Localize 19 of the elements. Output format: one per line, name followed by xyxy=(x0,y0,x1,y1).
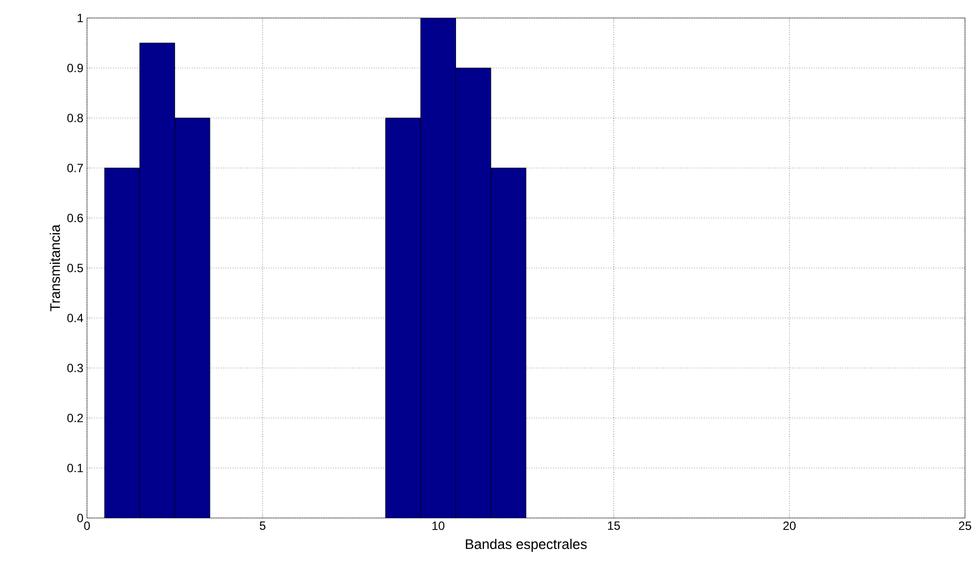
x-tick-label: 15 xyxy=(608,522,620,530)
y-tick-label: 0.4 xyxy=(67,314,84,322)
y-tick-label: 1 xyxy=(78,14,83,22)
y-tick-label: 0 xyxy=(77,514,84,522)
y-tick-label: 0.7 xyxy=(67,164,83,172)
x-tick-label: 10 xyxy=(432,522,444,530)
x-tick-label: 0 xyxy=(84,522,90,530)
x-tick-label: 25 xyxy=(958,522,972,530)
y-tick-label: 0.8 xyxy=(67,114,83,122)
y-tick-label: 0.2 xyxy=(67,414,83,422)
y-axis-title: Transmitancia xyxy=(50,224,60,312)
y-tick-label: 0.1 xyxy=(67,464,83,472)
y-tick-label: 0.3 xyxy=(67,364,83,372)
y-tick-label: 0.6 xyxy=(67,214,83,222)
x-axis-title: Bandas espectrales xyxy=(466,538,587,552)
x-tick-label: 20 xyxy=(783,522,796,530)
x-tick-label: 5 xyxy=(260,522,266,530)
y-tick-label: 0.5 xyxy=(67,264,83,272)
y-tick-label: 0.9 xyxy=(67,64,83,72)
